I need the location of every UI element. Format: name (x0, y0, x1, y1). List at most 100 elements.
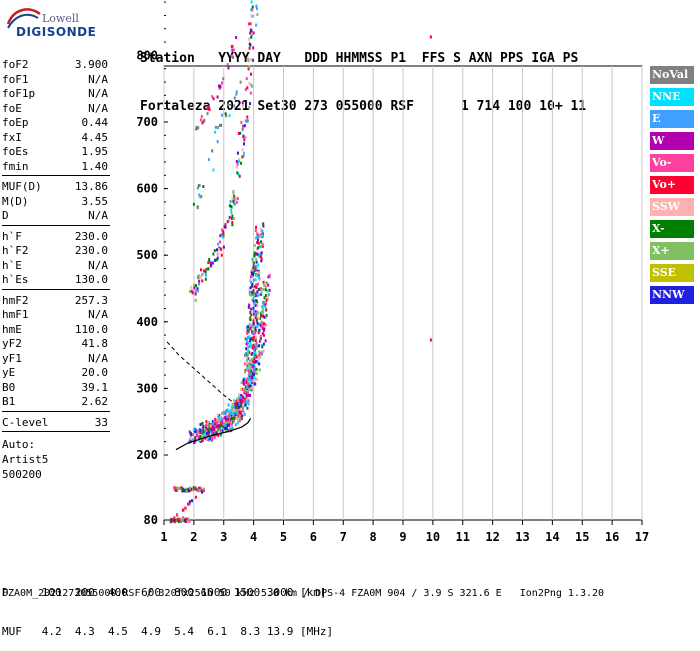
echo-point (180, 486, 183, 490)
param-label: fxI (2, 130, 22, 144)
x-tick-label: 3 (220, 530, 227, 544)
y-tick-label: 200 (136, 448, 158, 462)
echo-point (244, 135, 247, 139)
echo-point (252, 322, 255, 326)
echo-point (255, 341, 258, 345)
echo-point (263, 283, 266, 287)
echo-point (250, 313, 253, 317)
echo-point (245, 377, 248, 381)
echo-point (259, 227, 262, 231)
echo-point (173, 486, 176, 490)
echo-point (214, 428, 217, 432)
echo-point (249, 311, 252, 315)
param-value: 20.0 (81, 366, 109, 379)
echo-point (262, 304, 265, 308)
echo-point (173, 487, 176, 491)
echo-point (216, 95, 219, 99)
param-divider (2, 430, 110, 432)
echo-point (246, 401, 249, 405)
echo-point (251, 284, 254, 288)
param-row-group4-0: hmF2 257.3 (2, 294, 108, 308)
echo-point (196, 433, 199, 437)
echo-point (213, 249, 216, 253)
echo-point (256, 345, 259, 349)
echo-point (233, 416, 236, 420)
echo-point (254, 266, 257, 270)
echo-point (199, 438, 202, 442)
echo-point (251, 58, 254, 62)
echo-point (221, 422, 224, 426)
echo-point (259, 240, 262, 244)
echo-point (219, 432, 222, 436)
echo-point (251, 330, 254, 334)
echo-point (206, 431, 209, 435)
param-divider (2, 224, 110, 226)
echo-point (194, 284, 197, 288)
echo-point (256, 304, 259, 308)
clevel-value: 33 (94, 415, 108, 429)
echo-point (254, 303, 257, 307)
echo-point (237, 405, 240, 409)
echo-point (196, 488, 199, 492)
echo-point (181, 508, 184, 512)
echo-point (250, 365, 253, 369)
echo-point (244, 403, 247, 407)
echo-point (244, 353, 247, 357)
legend-item-sse: SSE (650, 264, 694, 282)
echo-point (257, 353, 260, 357)
x-tick-label: 2 (190, 530, 197, 544)
echo-point (261, 305, 264, 309)
echo-point (236, 171, 239, 175)
echo-point (253, 360, 256, 364)
ionogram-plot: 1 2 3 4 5 6 7 8 9 10 11 12 13 14 15 16 17802003004005006… (136, 0, 649, 544)
echo-point (237, 159, 240, 163)
echo-point (228, 412, 231, 416)
echo-point (260, 314, 263, 318)
echo-point (252, 372, 255, 376)
echo-point (252, 366, 255, 370)
x-tick-label: 5 (280, 530, 287, 544)
echo-point (227, 423, 230, 427)
echo-point (242, 403, 245, 407)
echo-point (246, 86, 249, 90)
echo-point (242, 135, 245, 139)
echo-point (223, 419, 226, 423)
echo-point (176, 518, 179, 522)
echo-point (246, 366, 249, 370)
echo-point (198, 183, 201, 187)
echo-point (259, 324, 262, 328)
echo-point (261, 244, 264, 248)
echo-point (188, 519, 191, 523)
legend-item-vo: Vo+ (650, 176, 694, 194)
echo-point (250, 274, 253, 278)
echo-point (216, 256, 219, 260)
echo-point (242, 104, 245, 108)
echo-point (224, 429, 227, 433)
echo-point (250, 388, 253, 392)
echo-point (253, 332, 256, 336)
echo-point (239, 410, 242, 414)
param-label: yF1 (2, 351, 22, 365)
echo-point (222, 234, 225, 238)
echo-point (252, 358, 255, 362)
echo-point (236, 402, 239, 406)
echo-point (207, 430, 210, 434)
echo-point (245, 395, 248, 399)
echo-point (251, 257, 254, 261)
echo-point (253, 253, 256, 257)
electron-density-profile (175, 418, 252, 451)
echo-point (252, 364, 255, 368)
echo-point (261, 323, 264, 327)
echo-point (247, 370, 250, 374)
echo-point (256, 321, 259, 325)
legend-item-nne: NNE (650, 88, 694, 106)
echo-point (229, 416, 232, 420)
echo-point (197, 432, 200, 436)
param-label: MUF(D) (2, 180, 42, 193)
echo-point (263, 303, 266, 307)
param-value: 1.95 (81, 145, 109, 158)
legend-item-ssw: SSW (650, 198, 694, 216)
echo-point (201, 121, 204, 125)
echo-point (249, 377, 252, 381)
echo-point (240, 120, 243, 124)
